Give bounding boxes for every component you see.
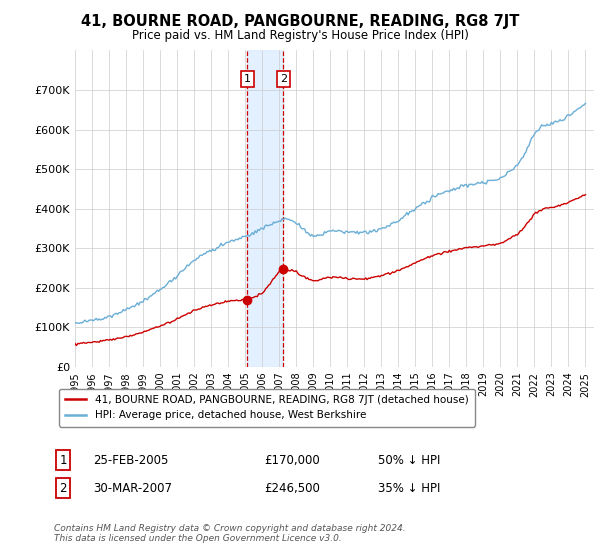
Text: 2: 2 — [59, 482, 67, 495]
Text: 41, BOURNE ROAD, PANGBOURNE, READING, RG8 7JT: 41, BOURNE ROAD, PANGBOURNE, READING, RG… — [81, 14, 519, 29]
Text: 50% ↓ HPI: 50% ↓ HPI — [378, 454, 440, 467]
Text: 30-MAR-2007: 30-MAR-2007 — [93, 482, 172, 495]
Text: 35% ↓ HPI: 35% ↓ HPI — [378, 482, 440, 495]
Text: £246,500: £246,500 — [264, 482, 320, 495]
Text: 1: 1 — [59, 454, 67, 467]
Text: 25-FEB-2005: 25-FEB-2005 — [93, 454, 169, 467]
Text: Contains HM Land Registry data © Crown copyright and database right 2024.
This d: Contains HM Land Registry data © Crown c… — [54, 524, 406, 543]
Legend: 41, BOURNE ROAD, PANGBOURNE, READING, RG8 7JT (detached house), HPI: Average pri: 41, BOURNE ROAD, PANGBOURNE, READING, RG… — [59, 389, 475, 427]
Bar — [247, 50, 283, 367]
Text: £170,000: £170,000 — [264, 454, 320, 467]
Text: Price paid vs. HM Land Registry's House Price Index (HPI): Price paid vs. HM Land Registry's House … — [131, 29, 469, 42]
Text: 1: 1 — [244, 74, 251, 84]
Text: 2: 2 — [280, 74, 287, 84]
